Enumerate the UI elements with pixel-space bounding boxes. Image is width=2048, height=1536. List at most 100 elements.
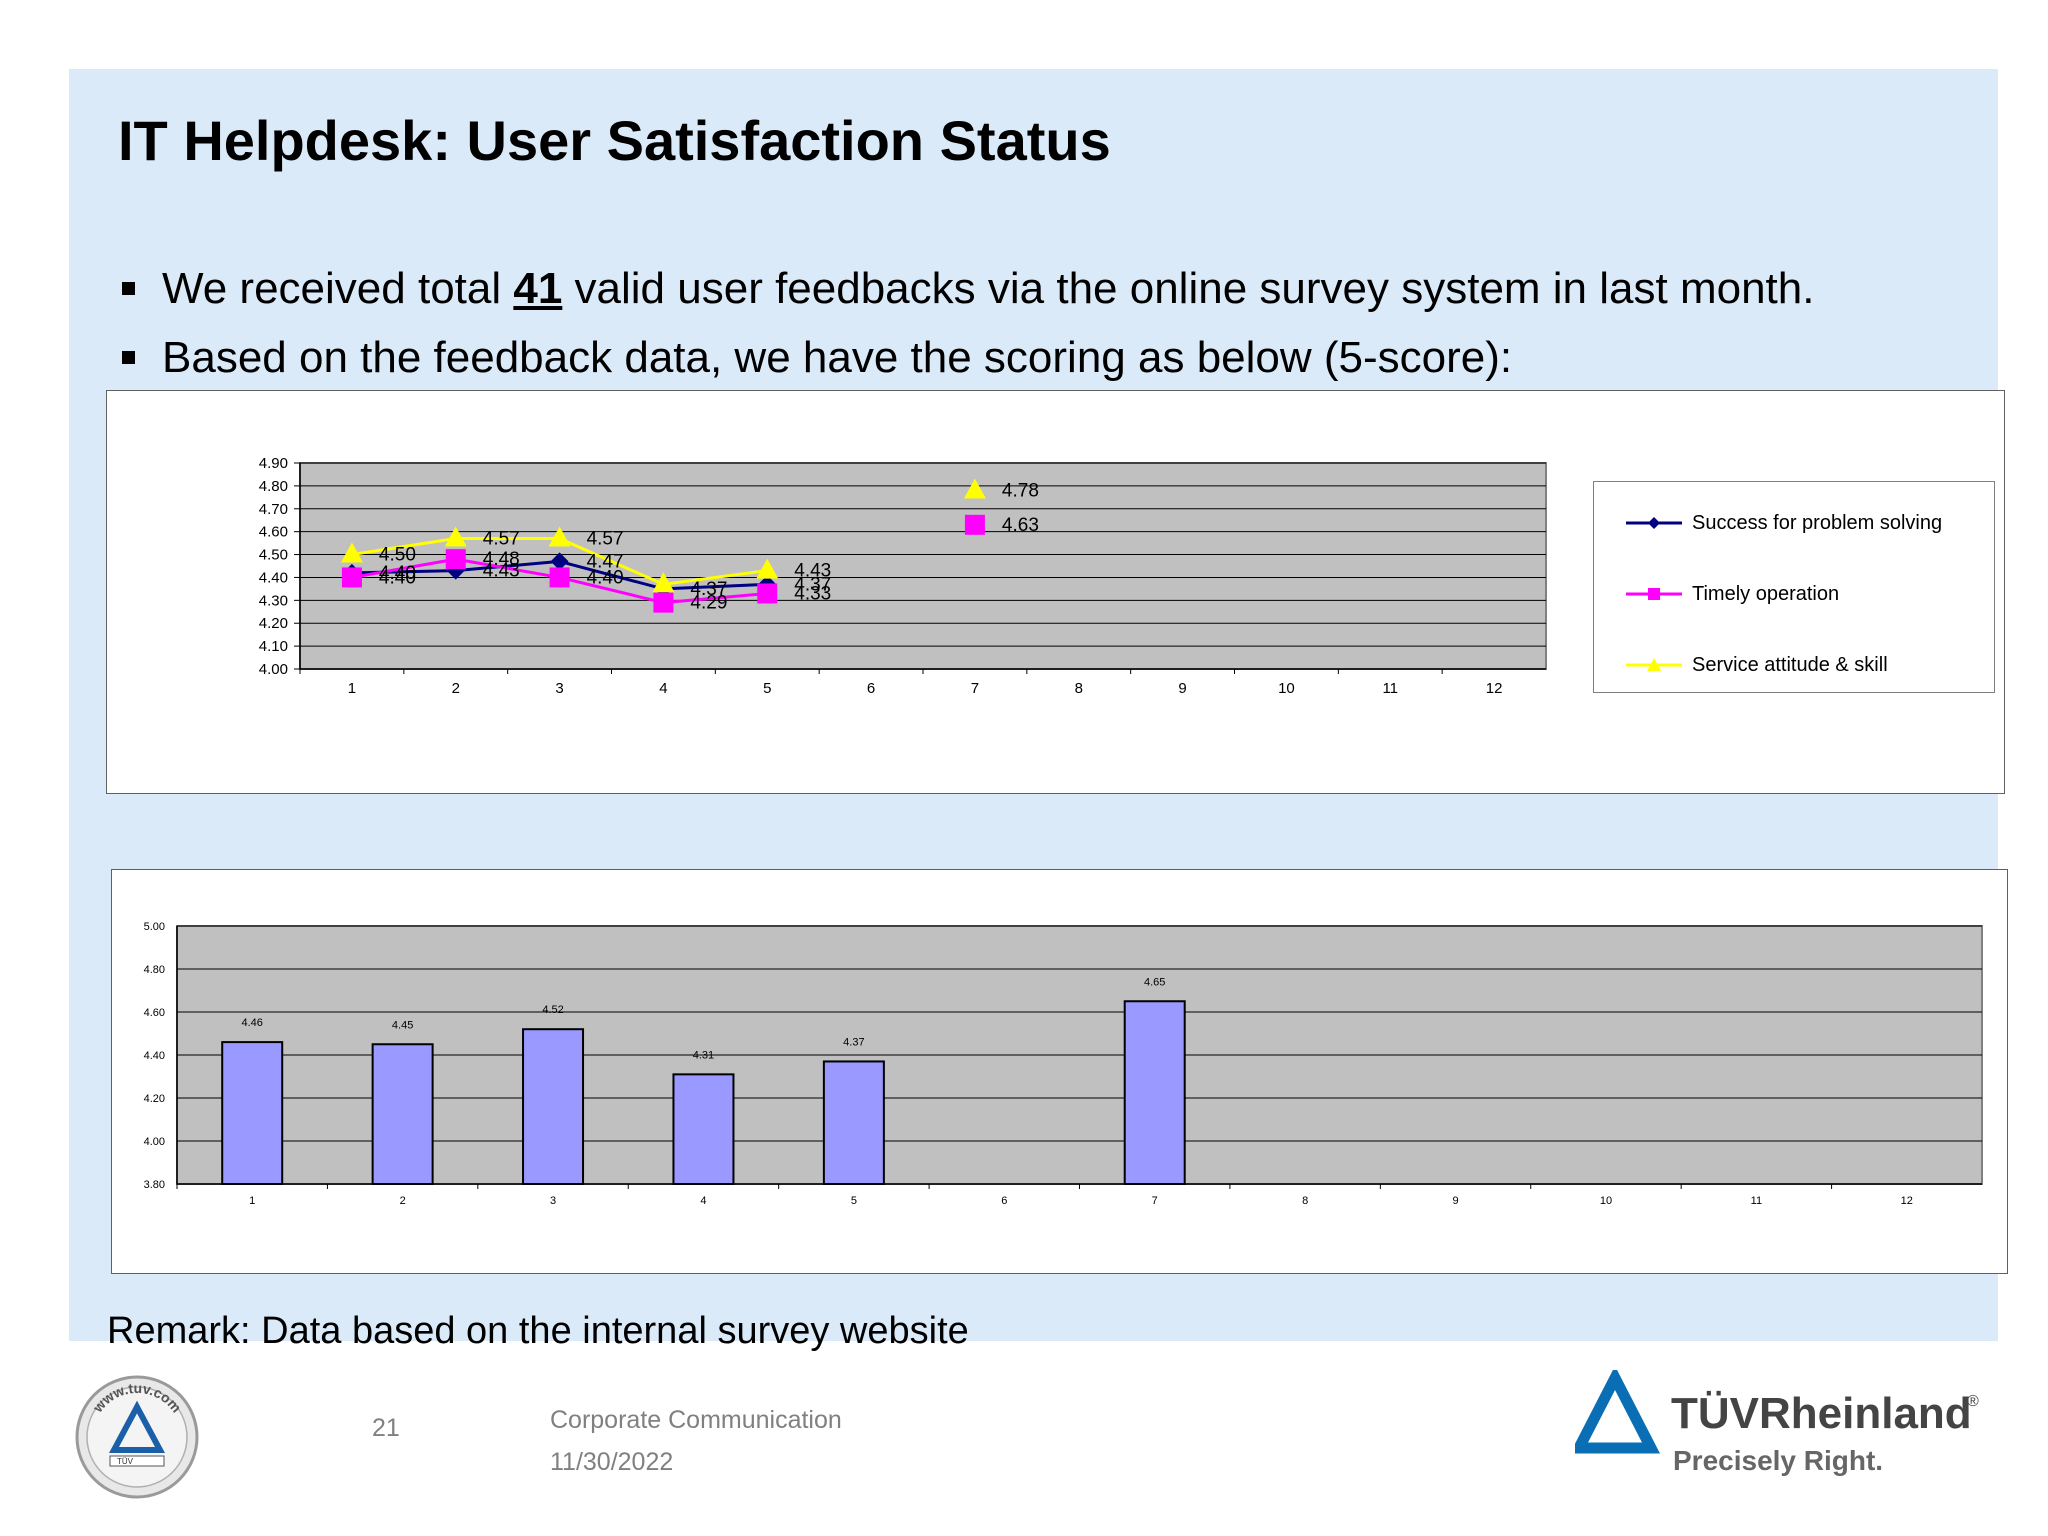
- bullet-list: We received total 41 valid user feedback…: [118, 254, 1814, 392]
- x-tick-label: 6: [1001, 1195, 1007, 1207]
- data-label: 4.40: [379, 563, 416, 584]
- triangle-marker-icon: [1626, 658, 1682, 671]
- bar: [522, 1028, 585, 1185]
- data-label: 4.48: [483, 549, 520, 570]
- series-line: [351, 557, 457, 579]
- bar: [822, 1060, 885, 1185]
- data-point-triangle: [548, 526, 571, 547]
- series-line: [559, 559, 664, 591]
- series-line: [558, 537, 665, 586]
- data-label: 4.43: [794, 561, 831, 582]
- x-tick-label: 8: [1302, 1195, 1308, 1207]
- footer-date: 11/30/2022: [550, 1448, 674, 1476]
- series-line: [663, 591, 768, 605]
- data-point-diamond: [550, 552, 569, 571]
- data-point-triangle: [340, 542, 363, 563]
- page-title: IT Helpdesk: User Satisfaction Status: [118, 109, 1111, 172]
- data-label: 4.78: [1002, 480, 1039, 501]
- data-point-triangle: [963, 478, 986, 499]
- data-label: 4.33: [794, 583, 831, 604]
- bar-value-label: 4.52: [542, 1004, 563, 1016]
- series-line: [455, 559, 560, 573]
- x-tick-label: 11: [1751, 1195, 1762, 1207]
- bullet-square-icon: [122, 351, 135, 364]
- bar-value-label: 4.31: [693, 1049, 714, 1061]
- bar-value-label: 4.46: [241, 1017, 262, 1029]
- chart-legend: Success for problem solving Timely opera…: [1593, 481, 1995, 693]
- x-tick-label: 5: [763, 680, 771, 697]
- data-label: 4.43: [483, 561, 520, 582]
- y-tick-label: 4.00: [259, 661, 288, 678]
- data-label: 4.57: [587, 529, 624, 550]
- x-tick-label: 1: [249, 1195, 255, 1207]
- series-line: [663, 569, 768, 586]
- feedback-count: 41: [513, 264, 563, 313]
- bar: [371, 1043, 434, 1185]
- data-label: 4.37: [794, 574, 831, 595]
- bar-chart: 3.804.004.204.404.604.805.001 2 3 4 5 6 7 8 9 10 1…: [144, 921, 1983, 1207]
- page-number: 21: [372, 1414, 400, 1442]
- series-line: [455, 557, 560, 579]
- x-tick-label: 7: [971, 680, 979, 697]
- x-tick-label: 10: [1278, 680, 1295, 697]
- x-tick-label: 12: [1486, 680, 1503, 697]
- y-tick-label: 4.00: [144, 1136, 165, 1148]
- y-tick-label: 4.50: [259, 547, 288, 564]
- line-chart-frame: 4.00 4.10 4.20 4.30 4.40 4.50 4.60 4.70 4.80 4.90…: [106, 390, 2005, 794]
- data-label: 4.37: [690, 579, 727, 600]
- bar-value-label: 4.37: [843, 1036, 864, 1048]
- x-tick-label: 3: [550, 1195, 556, 1207]
- legend-label: Timely operation: [1692, 582, 1840, 605]
- diamond-marker-icon: [1626, 517, 1682, 529]
- remark-text: Remark: Data based on the internal surve…: [107, 1310, 969, 1352]
- svg-text:TÜV: TÜV: [117, 1457, 134, 1466]
- x-tick-label: 4: [700, 1195, 706, 1207]
- y-tick-label: 4.60: [144, 1007, 165, 1019]
- footer-department: Corporate Communication: [550, 1406, 842, 1434]
- data-label: 4.40: [587, 567, 624, 588]
- y-tick-label: 4.20: [144, 1093, 165, 1105]
- data-point-square: [653, 592, 674, 613]
- y-tick-label: 4.40: [144, 1050, 165, 1062]
- series-line: [351, 569, 456, 575]
- y-tick-label: 4.40: [259, 569, 288, 586]
- x-tick-label: 7: [1152, 1195, 1158, 1207]
- svg-text:®: ®: [1967, 1393, 1979, 1410]
- y-tick-label: 4.80: [144, 964, 165, 976]
- y-tick-label: 4.60: [259, 524, 288, 541]
- y-tick-label: 4.10: [259, 638, 288, 655]
- x-tick-label: 12: [1901, 1195, 1913, 1207]
- y-tick-label: 4.90: [259, 455, 288, 472]
- bar: [1123, 1000, 1186, 1185]
- x-tick-label: 8: [1075, 680, 1083, 697]
- y-tick-label: 5.00: [144, 921, 165, 933]
- tuv-rheinland-logo: TÜVRheinland ® Precisely Right.: [1575, 1370, 1979, 1476]
- x-tick-label: 4: [659, 680, 667, 697]
- data-point-diamond: [446, 561, 465, 580]
- x-tick-label: 9: [1178, 680, 1186, 697]
- y-tick-label: 4.30: [259, 592, 288, 609]
- bullet-text-pre: Based on the feedback data, we have the …: [162, 333, 1513, 382]
- bullet-text-pre: We received total: [162, 264, 514, 313]
- series-line: [559, 575, 664, 605]
- data-point-square: [549, 567, 570, 588]
- legend-item-success: Success for problem solving: [1624, 508, 1942, 538]
- data-point-square: [964, 514, 985, 535]
- legend-label: Success for problem solving: [1692, 511, 1943, 534]
- data-point-square: [341, 567, 362, 588]
- data-point-square: [757, 583, 778, 604]
- x-tick-label: 10: [1600, 1195, 1612, 1207]
- data-label: 4.47: [587, 551, 624, 572]
- y-tick-label: 4.80: [259, 478, 288, 495]
- line-chart: 4.004.104.204.304.404.504.604.704.804.90…: [259, 455, 1547, 697]
- x-tick-label: 2: [452, 680, 460, 697]
- x-tick-label: 6: [867, 680, 875, 697]
- bar-value-label: 4.45: [392, 1019, 413, 1031]
- series-line: [663, 582, 768, 591]
- x-tick-label: 11: [1382, 680, 1398, 697]
- x-tick-label: 9: [1452, 1195, 1458, 1207]
- bar: [672, 1073, 735, 1186]
- bullet-item: Based on the feedback data, we have the …: [118, 323, 1814, 392]
- square-marker-icon: [1626, 588, 1682, 600]
- bar-value-label: 4.65: [1144, 976, 1165, 988]
